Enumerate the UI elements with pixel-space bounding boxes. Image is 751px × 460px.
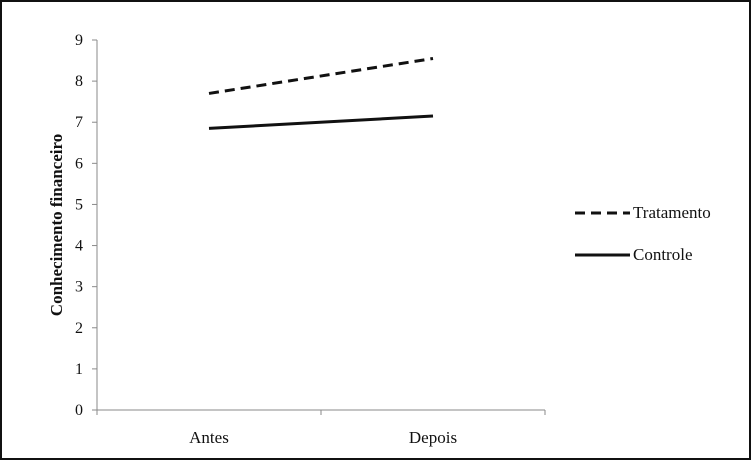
y-tick-label: 7 <box>75 114 83 131</box>
x-axis: Antes Depois <box>96 409 546 447</box>
y-tick-label: 9 <box>75 32 83 49</box>
y-tick-label: 4 <box>75 238 83 255</box>
legend: Tratamento Controle <box>575 203 711 264</box>
y-tick-label: 8 <box>75 73 83 90</box>
y-tick-label: 6 <box>75 155 83 172</box>
y-tick-label: 0 <box>75 402 83 419</box>
x-category-label: Antes <box>189 428 229 447</box>
series-line-controle <box>208 114 434 130</box>
series-line-tratamento <box>208 57 434 95</box>
series-layer <box>208 57 434 130</box>
legend-label-controle: Controle <box>633 245 693 264</box>
legend-label-tratamento: Tratamento <box>633 203 711 222</box>
y-tick-label: 2 <box>75 320 83 337</box>
y-axis-title: Conhecimento financeiro <box>47 134 66 316</box>
y-tick-label: 5 <box>75 196 83 213</box>
y-axis: 0 1 2 3 4 5 6 7 8 9 <box>75 32 98 419</box>
y-tick-label: 1 <box>75 361 83 378</box>
y-tick-label: 3 <box>75 279 83 296</box>
x-category-label: Depois <box>409 428 457 447</box>
